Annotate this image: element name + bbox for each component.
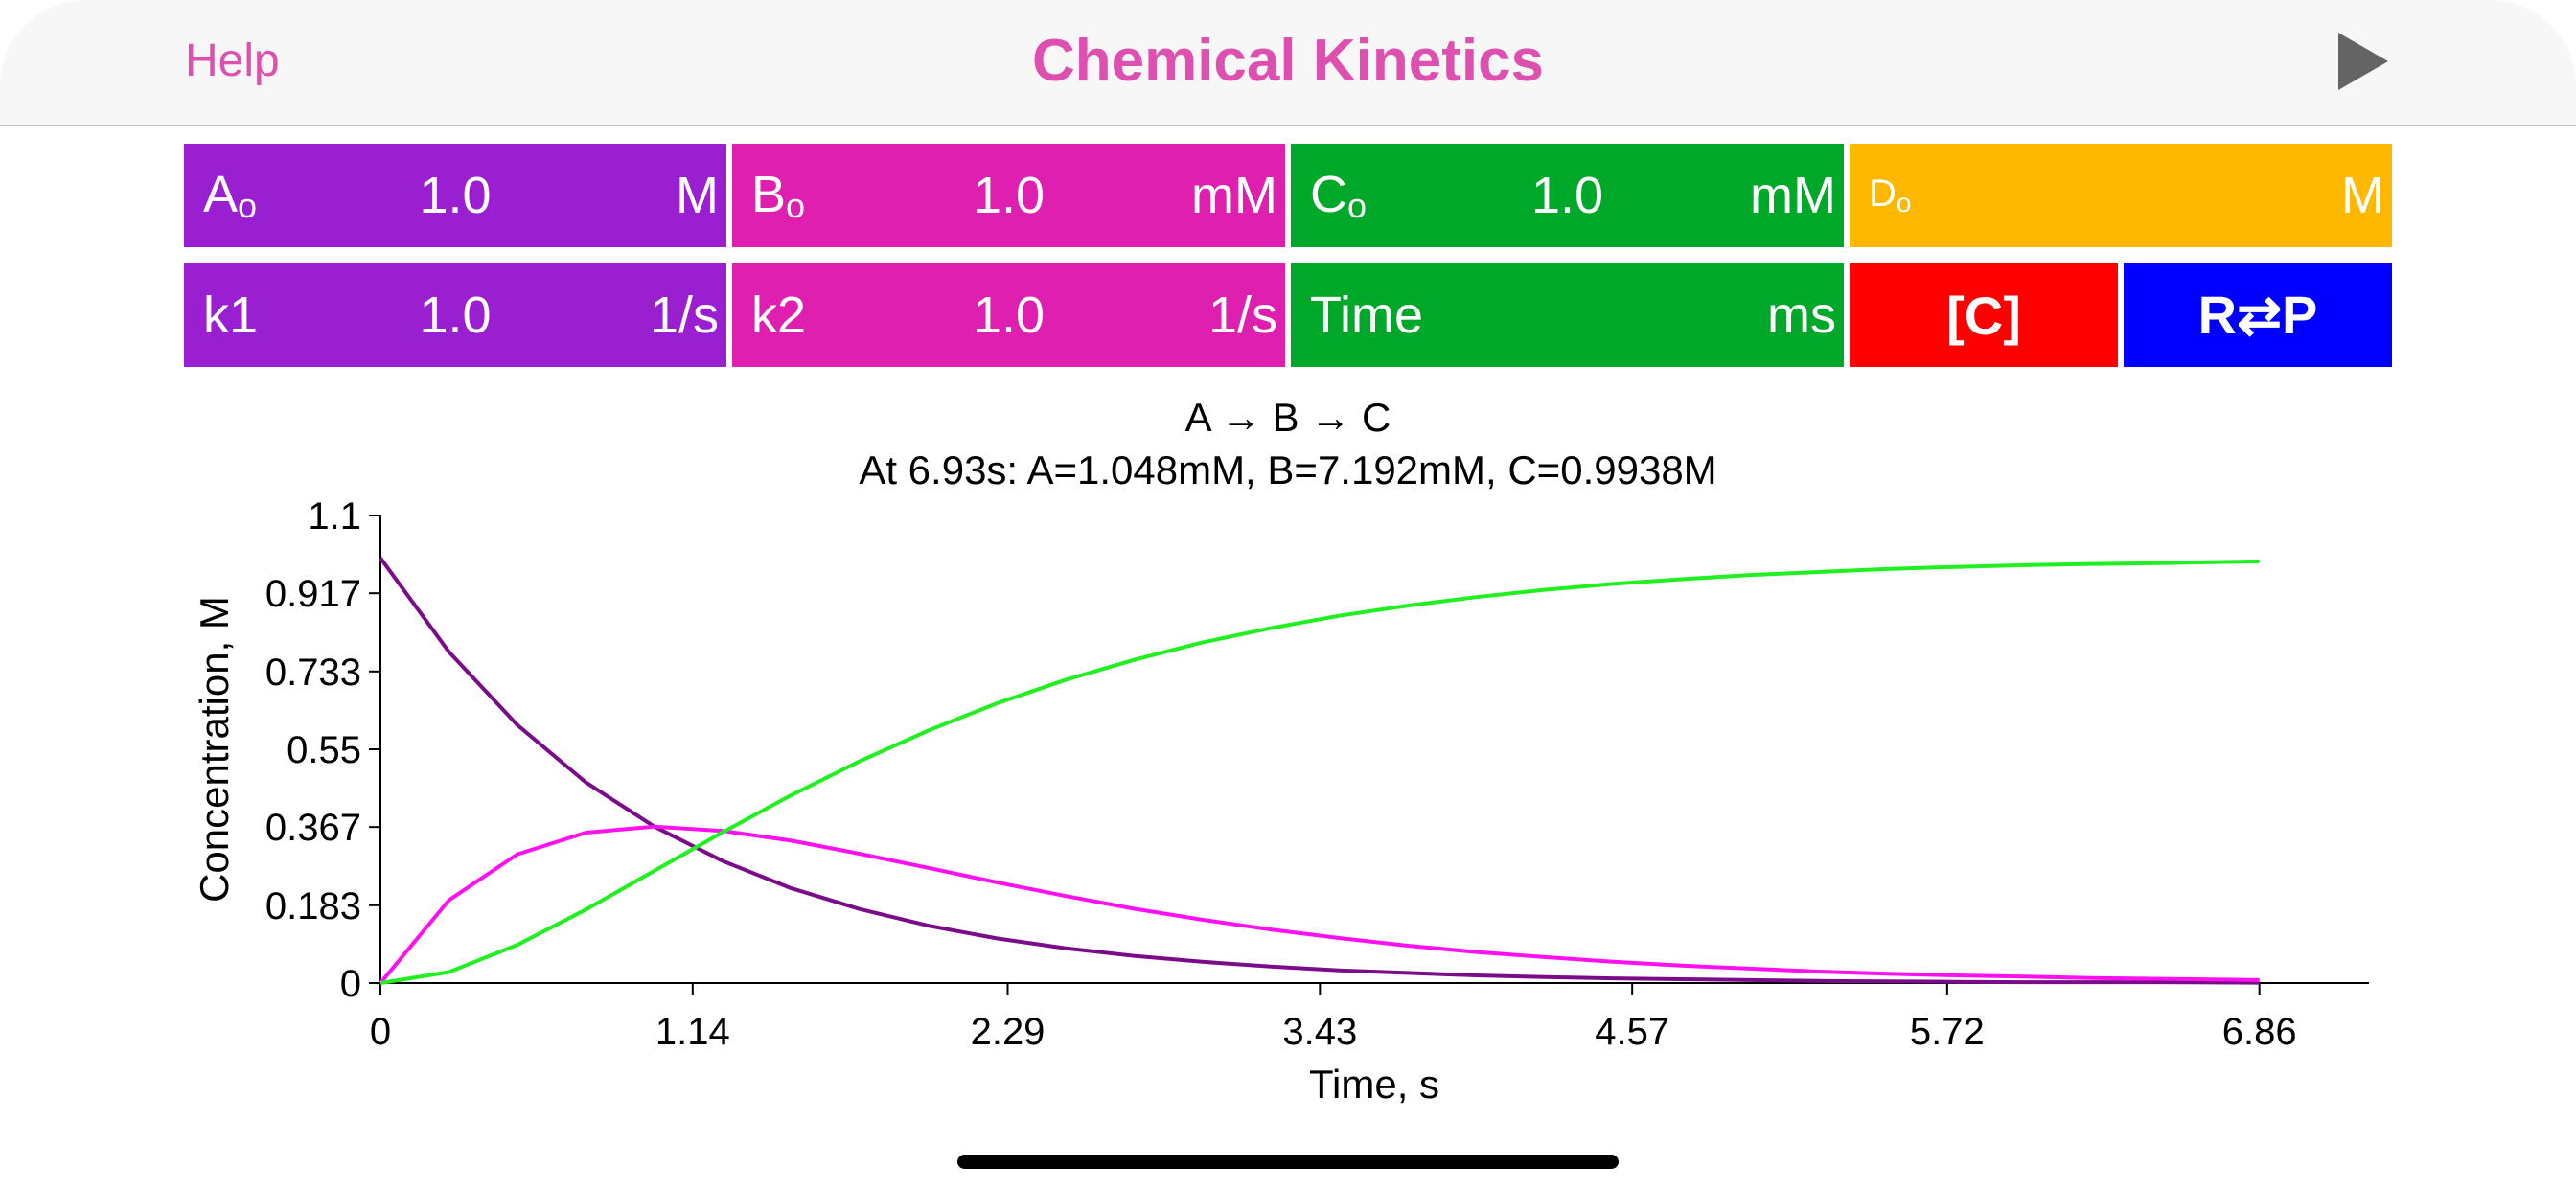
y-axis-label: Concentration, M <box>192 596 237 903</box>
navigation-bar: Help Chemical Kinetics <box>0 0 2576 126</box>
y-tick-label: 1.1 <box>308 495 361 538</box>
c0-label: Co <box>1310 166 1368 225</box>
page-title: Chemical Kinetics <box>1031 28 1545 94</box>
y-tick-label: 0.55 <box>287 729 361 771</box>
d0-concentration-field[interactable]: Do M <box>1850 144 2392 247</box>
a0-label: Ao <box>203 166 258 225</box>
b0-value: 1.0 <box>972 167 1046 224</box>
help-button[interactable]: Help <box>185 35 280 86</box>
c0-concentration-field[interactable]: Co 1.0 mM <box>1291 144 1844 247</box>
a0-concentration-field[interactable]: Ao 1.0 M <box>184 144 726 247</box>
home-indicator[interactable] <box>957 1155 1619 1169</box>
y-tick-label: 0.367 <box>265 807 361 849</box>
d0-unit: M <box>2341 167 2384 224</box>
x-tick-label: 5.72 <box>1910 1011 1985 1053</box>
x-tick-label: 1.14 <box>656 1011 730 1053</box>
b0-label: Bo <box>751 166 806 225</box>
a0-value: 1.0 <box>419 167 492 224</box>
time-field[interactable]: Time ms <box>1291 263 1844 367</box>
x-tick-label: 2.29 <box>971 1011 1046 1053</box>
x-axis-label: Time, s <box>1309 1062 1439 1107</box>
k1-label: k1 <box>203 286 259 344</box>
reactants-products-button[interactable]: R⇄P <box>2124 263 2392 367</box>
x-tick-label: 6.86 <box>2222 1011 2297 1053</box>
c0-value: 1.0 <box>1530 167 1604 224</box>
k2-unit: 1/s <box>1208 286 1277 344</box>
series-c-line <box>380 559 2260 985</box>
y-tick-label: 0.917 <box>265 573 361 615</box>
concentration-button[interactable]: [C] <box>1850 263 2118 367</box>
time-unit: ms <box>1767 286 1836 344</box>
play-icon[interactable] <box>2338 33 2388 90</box>
a0-unit: M <box>676 167 719 224</box>
x-tick-label: 0 <box>370 1011 391 1053</box>
chart-title: A → B → C <box>1185 395 1392 440</box>
k2-rate-field[interactable]: k2 1.0 1/s <box>732 263 1285 367</box>
series-b-line <box>379 824 2260 985</box>
k2-value: 1.0 <box>972 286 1046 344</box>
k2-label: k2 <box>751 286 807 344</box>
y-tick-label: 0.733 <box>265 652 361 694</box>
d0-label: Do <box>1869 172 1912 217</box>
y-tick-label: 0 <box>340 963 361 1005</box>
k1-unit: 1/s <box>649 286 719 344</box>
k1-value: 1.0 <box>419 286 492 344</box>
b0-concentration-field[interactable]: Bo 1.0 mM <box>732 144 1285 247</box>
b0-unit: mM <box>1191 167 1277 224</box>
time-label: Time <box>1310 286 1423 344</box>
y-tick-label: 0.183 <box>265 885 361 927</box>
x-tick-label: 4.57 <box>1595 1011 1669 1053</box>
x-tick-label: 3.43 <box>1282 1011 1357 1053</box>
c0-unit: mM <box>1750 167 1836 224</box>
k1-rate-field[interactable]: k1 1.0 1/s <box>184 263 726 367</box>
series-a-line <box>379 557 2260 985</box>
chart-subtitle: At 6.93s: A=1.048mM, B=7.192mM, C=0.9938… <box>859 447 1716 492</box>
